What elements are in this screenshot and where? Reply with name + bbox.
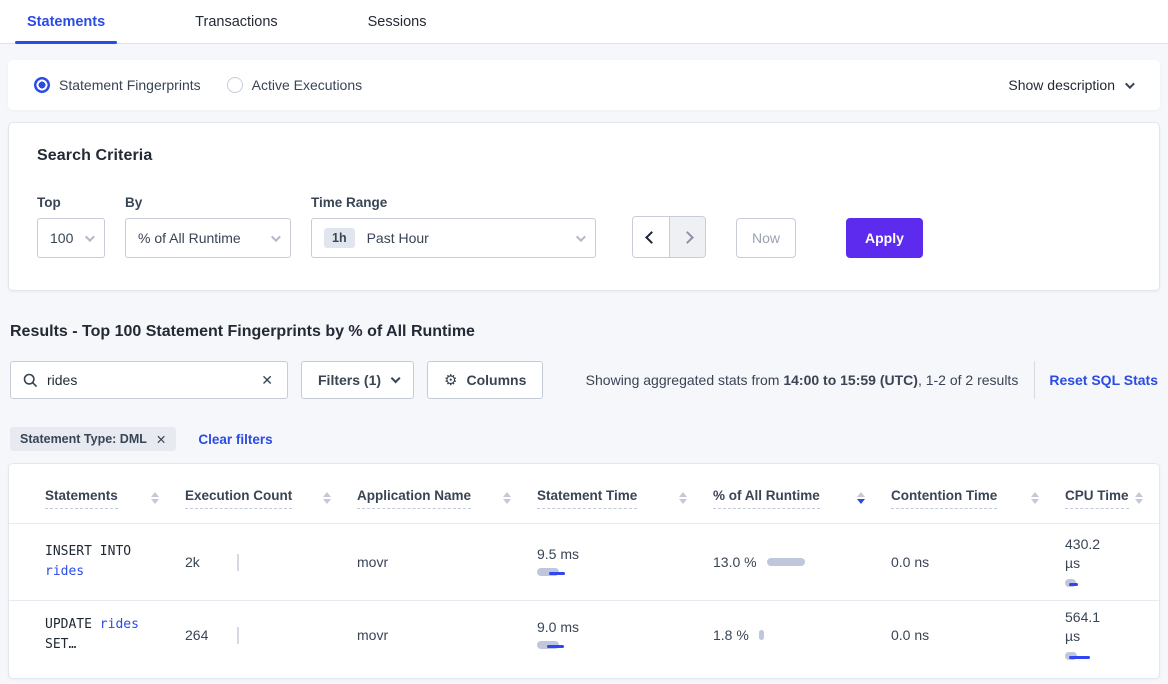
time-window-pager bbox=[632, 216, 706, 258]
sort-carets-icon bbox=[503, 492, 511, 504]
sort-carets-icon bbox=[1031, 492, 1039, 504]
top-field: Top 100 bbox=[37, 195, 105, 258]
search-box[interactable]: ✕ bbox=[10, 361, 288, 399]
search-criteria-fields: Top 100 By % of All Runtime Time Range 1… bbox=[37, 195, 1131, 258]
show-description-toggle[interactable]: Show description bbox=[1008, 77, 1135, 93]
statement-time-bar bbox=[537, 568, 571, 578]
sort-carets-icon bbox=[1135, 492, 1143, 504]
radio-active-executions[interactable]: Active Executions bbox=[226, 77, 363, 93]
table-row[interactable]: UPDATE rides SET… 264 movr 9.0 ms 1.8 % bbox=[9, 600, 1159, 669]
time-range-field: Time Range 1h Past Hour bbox=[311, 195, 596, 258]
execution-count-cell: 264 bbox=[185, 626, 357, 644]
chevron-down-icon bbox=[575, 231, 586, 242]
active-filters-row: Statement Type: DML ✕ Clear filters bbox=[10, 427, 1158, 451]
application-name-cell: movr bbox=[357, 554, 389, 570]
search-input[interactable] bbox=[47, 372, 260, 388]
time-range-label: Time Range bbox=[311, 195, 388, 210]
runtime-bar bbox=[758, 630, 764, 640]
top-select[interactable]: 100 bbox=[37, 218, 105, 258]
radio-label: Statement Fingerprints bbox=[59, 77, 201, 93]
runtime-bar bbox=[766, 557, 805, 567]
cpu-time-cell: 564.1 µs bbox=[1065, 608, 1145, 662]
gear-icon: ⚙ bbox=[444, 372, 458, 389]
tab-statements[interactable]: Statements bbox=[15, 0, 118, 44]
toolbar-divider bbox=[1034, 361, 1036, 399]
statement-fingerprint-cell: UPDATE rides SET… bbox=[45, 617, 139, 652]
chevron-down-icon bbox=[390, 372, 401, 383]
top-tab-bar: Statements Transactions Sessions bbox=[0, 0, 1168, 44]
filter-pill-statement-type[interactable]: Statement Type: DML ✕ bbox=[10, 427, 177, 451]
search-criteria-panel: Search Criteria Top 100 By % of All Runt… bbox=[8, 122, 1160, 291]
statement-time-cell: 9.0 ms bbox=[537, 619, 713, 651]
runtime-pct-cell: 13.0 % bbox=[713, 553, 891, 572]
columns-button[interactable]: ⚙ Columns bbox=[427, 361, 544, 399]
sort-carets-icon bbox=[679, 492, 687, 504]
statements-table: Statements Execution Count Application N… bbox=[8, 463, 1160, 679]
statement-link[interactable]: rides bbox=[45, 564, 85, 579]
column-header-execution-count[interactable]: Execution Count bbox=[185, 488, 357, 523]
results-title: Results - Top 100 Statement Fingerprints… bbox=[10, 323, 475, 340]
column-header-cpu-time[interactable]: CPU Time bbox=[1065, 488, 1145, 523]
sort-carets-icon bbox=[151, 492, 159, 504]
radio-label: Active Executions bbox=[251, 77, 363, 93]
count-bar bbox=[237, 626, 239, 644]
time-range-badge: 1h bbox=[324, 228, 355, 248]
statement-time-bar bbox=[537, 641, 571, 651]
column-header-runtime-pct[interactable]: % of All Runtime bbox=[713, 488, 891, 523]
stats-time-range: 14:00 to 15:59 (UTC) bbox=[783, 372, 918, 388]
aggregation-stats-text: Showing aggregated stats from 14:00 to 1… bbox=[585, 372, 1019, 388]
tab-sessions[interactable]: Sessions bbox=[367, 13, 427, 30]
radio-selected-icon bbox=[34, 77, 50, 93]
statement-link[interactable]: rides bbox=[99, 617, 139, 632]
view-toggle-bar: Statement Fingerprints Active Executions… bbox=[8, 60, 1160, 110]
chevron-down-icon bbox=[270, 231, 281, 242]
by-label: By bbox=[125, 195, 143, 210]
count-bar bbox=[237, 553, 239, 571]
by-select[interactable]: % of All Runtime bbox=[125, 218, 291, 258]
radio-statement-fingerprints[interactable]: Statement Fingerprints bbox=[34, 77, 201, 93]
chevron-right-icon bbox=[681, 230, 694, 244]
chevron-down-icon bbox=[1124, 78, 1135, 89]
chevron-left-icon bbox=[644, 230, 658, 244]
contention-time-cell: 0.0 ns bbox=[891, 554, 930, 570]
now-button[interactable]: Now bbox=[736, 218, 797, 258]
clear-search-icon[interactable]: ✕ bbox=[261, 371, 273, 388]
column-header-statement-time[interactable]: Statement Time bbox=[537, 488, 713, 523]
previous-time-window-button[interactable] bbox=[633, 217, 669, 257]
table-row[interactable]: INSERT INTO rides 2k movr 9.5 ms 13.0 % bbox=[9, 523, 1159, 600]
clear-filters-link[interactable]: Clear filters bbox=[198, 431, 273, 447]
by-field: By % of All Runtime bbox=[125, 195, 291, 258]
tab-transactions[interactable]: Transactions bbox=[195, 13, 278, 30]
next-time-window-button[interactable] bbox=[669, 217, 705, 257]
table-header-row: Statements Execution Count Application N… bbox=[9, 464, 1159, 523]
search-criteria-title: Search Criteria bbox=[37, 147, 153, 164]
radio-unselected-icon bbox=[226, 77, 243, 93]
execution-count-cell: 2k bbox=[185, 553, 357, 571]
search-icon bbox=[23, 373, 38, 387]
application-name-cell: movr bbox=[357, 627, 389, 643]
apply-button[interactable]: Apply bbox=[846, 218, 923, 258]
results-toolbar: ✕ Filters (1) ⚙ Columns Showing aggregat… bbox=[10, 361, 1158, 399]
filters-button[interactable]: Filters (1) bbox=[301, 361, 415, 399]
column-header-statements[interactable]: Statements bbox=[45, 488, 185, 523]
sort-carets-icon bbox=[323, 492, 331, 504]
time-range-select[interactable]: 1h Past Hour bbox=[311, 218, 596, 258]
cpu-time-bar bbox=[1065, 652, 1095, 662]
statement-time-cell: 9.5 ms bbox=[537, 546, 713, 578]
cpu-time-bar bbox=[1065, 579, 1095, 589]
reset-sql-stats-link[interactable]: Reset SQL Stats bbox=[1049, 372, 1158, 388]
cpu-time-cell: 430.2 µs bbox=[1065, 535, 1145, 589]
remove-filter-icon[interactable]: ✕ bbox=[155, 432, 167, 447]
sort-carets-icon-active-desc bbox=[857, 492, 865, 504]
statement-fingerprint-cell: INSERT INTO rides bbox=[45, 544, 132, 579]
column-header-contention-time[interactable]: Contention Time bbox=[891, 488, 1065, 523]
runtime-pct-cell: 1.8 % bbox=[713, 626, 891, 645]
top-label: Top bbox=[37, 195, 61, 210]
chevron-down-icon bbox=[84, 231, 95, 242]
column-header-application-name[interactable]: Application Name bbox=[357, 488, 537, 523]
contention-time-cell: 0.0 ns bbox=[891, 627, 930, 643]
